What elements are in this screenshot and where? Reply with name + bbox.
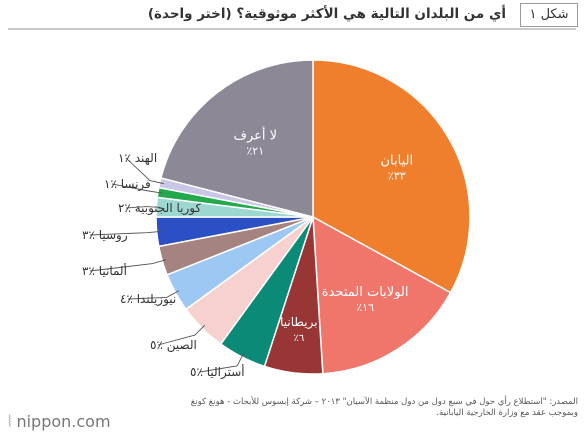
slice-label: لا أعرف xyxy=(233,127,277,144)
logo-text: nippon.com xyxy=(16,412,111,431)
leader-line xyxy=(89,259,167,272)
slice-value-label: ٪١٦ xyxy=(356,301,374,314)
leader-line xyxy=(125,206,161,209)
source-line-1: المصدر: "استطلاع رأي حول في سبع دول من د… xyxy=(190,397,578,407)
chart-header: شكل ١ أي من البلدان التالية هي الأكثر مو… xyxy=(0,0,584,30)
slice-label: نيوزيلندا ٪٤ xyxy=(120,292,176,307)
source-line-2: وبموجب عقد مع وزارة الخارجية اليابانية. xyxy=(436,408,578,418)
slice-label: أستراليا ٪٥ xyxy=(190,364,245,380)
leader-line xyxy=(199,353,244,373)
chart-title: أي من البلدان التالية هي الأكثر موثوقية؟… xyxy=(147,6,506,22)
slice-label: الولايات المتحدة xyxy=(322,285,409,300)
nippon-logo: ⦚ nippon.com xyxy=(8,412,111,432)
slice-value-label: ٪٢١ xyxy=(246,145,264,158)
slice-label: كوريا الجنوبية ٪٢ xyxy=(118,201,201,216)
leader-line xyxy=(125,157,164,185)
slice-label: الصين ٪٥ xyxy=(150,338,197,353)
leader-line xyxy=(111,183,162,194)
pie-slice xyxy=(312,215,452,375)
slice-label: الهند ٪١ xyxy=(118,151,157,165)
leader-line xyxy=(89,230,161,236)
slice-label: ألمانيا ٪٣ xyxy=(82,263,127,278)
pie-slice xyxy=(160,59,314,218)
leader-line xyxy=(157,324,206,346)
source-note: المصدر: "استطلاع رأي حول في سبع دول من د… xyxy=(180,397,578,419)
logo-mark-icon: ⦚ xyxy=(8,412,12,431)
slice-value-label: ٪٦ xyxy=(293,333,304,344)
figure-label: شكل ١ xyxy=(520,3,578,27)
header-rule xyxy=(8,28,576,30)
slice-label: روسيا ٪٣ xyxy=(82,228,128,243)
slice-label: اليابان xyxy=(380,153,413,168)
slice-label: فرنسا ٪١ xyxy=(104,177,151,192)
slice-value-label: ٪٣٣ xyxy=(388,169,406,182)
pie-slice xyxy=(312,59,471,294)
slice-label: بريطانيا xyxy=(280,315,317,330)
leader-line xyxy=(127,290,180,300)
